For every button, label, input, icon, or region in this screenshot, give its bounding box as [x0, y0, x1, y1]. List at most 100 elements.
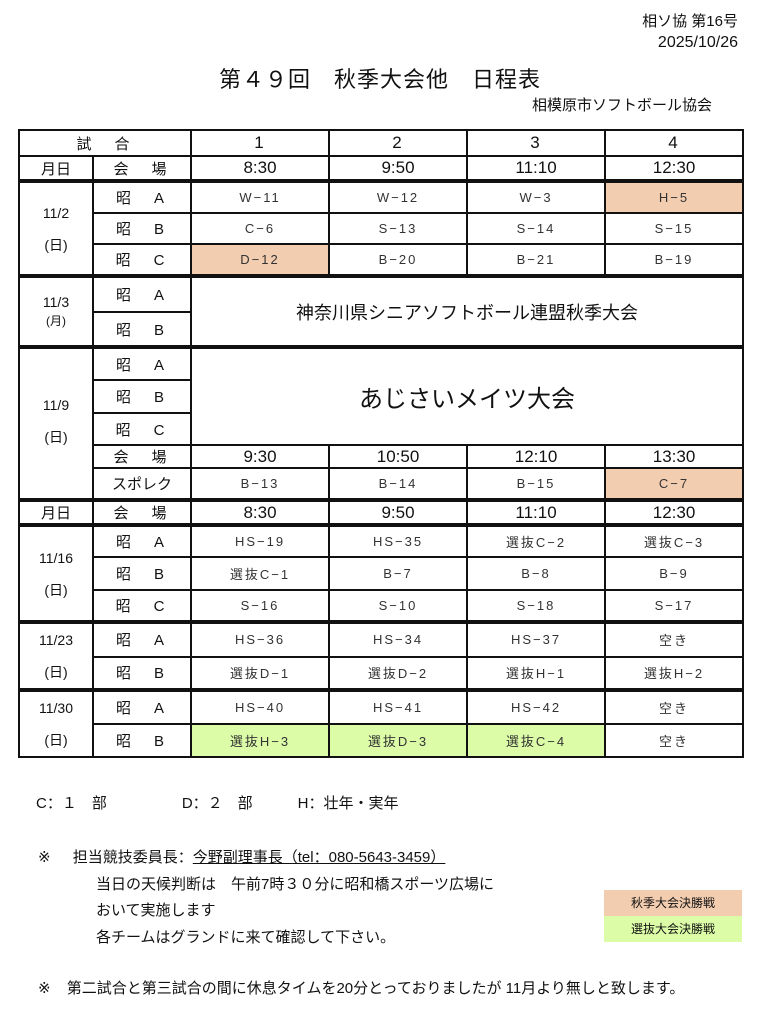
start-time: 9:50 — [328, 155, 469, 182]
match-cell: HS−36 — [190, 620, 331, 658]
field-label: 昭 A — [91, 345, 193, 381]
date-cell: 11/30 (日) — [18, 688, 94, 758]
field-label: 昭 B — [91, 722, 193, 758]
break-note-text: 第二試合と第三試合の間に休息タイムを20分とっておりましたが 11月より無しと致… — [66, 980, 685, 997]
field-label: 昭 C — [91, 412, 193, 446]
game-number: 4 — [604, 129, 745, 157]
match-cell-selection-final: 選抜D−3 — [328, 722, 469, 758]
game-number: 3 — [466, 129, 607, 157]
start-time: 8:30 — [190, 498, 331, 526]
match-cell: 選抜C−3 — [604, 523, 745, 558]
match-cell: W−3 — [466, 179, 607, 214]
start-time: 12:30 — [604, 498, 745, 526]
match-cell: S−17 — [604, 589, 745, 623]
contact-label: 担当競技委員長： — [72, 849, 193, 866]
date: 11/16 — [39, 549, 73, 566]
match-cell: HS−35 — [328, 523, 469, 558]
match-cell: S−10 — [328, 589, 469, 623]
match-cell: S−14 — [466, 212, 607, 245]
weather-note-line: 各チームはグランドに来て確認して下さい。 — [96, 929, 396, 946]
time-row: 月日 会 場 8:30 9:50 11:10 12:30 — [18, 155, 745, 182]
match-cell: 空き — [604, 620, 745, 658]
match-cell: B−21 — [466, 243, 607, 277]
date: 11/9 — [42, 397, 70, 413]
match-cell: HS−37 — [466, 620, 607, 658]
table-row: スポレク B−13 B−14 B−15 C−7 — [19, 467, 745, 501]
field-label: 昭 A — [91, 523, 193, 558]
date: 11/2 — [42, 204, 70, 221]
match-cell: C−6 — [190, 212, 331, 245]
time-row: 月日 会 場 8:30 9:50 11:10 12:30 — [18, 498, 745, 526]
venue-label: 会 場 — [91, 498, 193, 526]
start-time: 10:50 — [328, 444, 469, 469]
date-cell: 11/9 (日) — [18, 345, 94, 501]
table-row: 11/9 (日) 昭 A あじさいメイツ大会 — [18, 345, 745, 501]
game-number: 2 — [328, 129, 469, 157]
table-row: 11/16 (日) 昭 A HS−19 HS−35 選抜C−2 選抜C−3 — [18, 523, 745, 623]
event-name: 神奈川県シニアソフトボール連盟秋季大会 — [190, 274, 745, 348]
field-label: 昭 C — [91, 243, 193, 277]
note-mark: ※ — [38, 980, 51, 997]
field-label: 昭 A — [91, 179, 193, 214]
field-label: 昭 A — [91, 620, 193, 658]
table-row: 昭 B 選抜C−1 B−7 B−8 B−9 — [19, 556, 745, 591]
match-cell: HS−34 — [328, 620, 469, 658]
match-cell: B−19 — [604, 243, 745, 277]
table-row: 11/2 (日) 昭 A W−11 W−12 W−3 H−5 — [18, 179, 745, 277]
field-label: 昭 A — [91, 688, 193, 725]
time-row: 会 場 9:30 10:50 12:10 13:30 — [19, 444, 745, 469]
start-time: 12:30 — [604, 155, 745, 182]
venue-label: 会 場 — [91, 155, 193, 182]
table-row: 11/23 (日) 昭 A HS−36 HS−34 HS−37 空き — [18, 620, 745, 691]
date: 11/23 — [39, 632, 73, 648]
match-cell: S−13 — [328, 212, 469, 245]
match-cell: HS−19 — [190, 523, 331, 558]
match-cell: B−15 — [466, 467, 607, 501]
field-label: スポレク — [91, 467, 193, 501]
match-cell: HS−42 — [466, 688, 607, 725]
game-label: 試 合 — [17, 129, 193, 157]
table-row: 昭 B — [19, 379, 743, 414]
match-cell: 選抜C−2 — [466, 523, 607, 558]
date-cell: 11/16 (日) — [18, 523, 94, 623]
start-time: 8:30 — [190, 155, 331, 182]
start-time: 12:10 — [466, 444, 607, 469]
match-cell: B−8 — [466, 556, 607, 591]
start-time: 9:30 — [190, 444, 331, 469]
table-row: 昭 B — [19, 311, 743, 348]
header-row: 試 合 1 2 3 4 — [17, 129, 745, 157]
monthday-label: 月日 — [18, 498, 94, 526]
match-cell: S−15 — [604, 212, 745, 245]
field-label: 昭 B — [91, 556, 193, 591]
page-title: 第４９回 秋季大会他 日程表 — [218, 67, 541, 92]
table-row: 昭 B 選抜D−1 選抜D−2 選抜H−1 選抜H−2 — [19, 655, 745, 691]
contact-person: 今野副理事長（tel：080-5643-3459） — [192, 849, 446, 866]
field-label: 昭 B — [91, 655, 193, 691]
field-label: 昭 A — [91, 274, 193, 313]
date-cell: 11/23 (日) — [18, 620, 94, 691]
date: 11/30 — [39, 700, 73, 716]
start-time: 13:30 — [604, 444, 745, 469]
match-cell: 空き — [604, 688, 745, 725]
match-cell: S−16 — [190, 589, 331, 623]
match-cell-selection-final: 選抜C−4 — [466, 722, 607, 758]
table-row: 昭 C S−16 S−10 S−18 S−17 — [19, 589, 745, 623]
match-cell: 空き — [604, 722, 745, 758]
document-number: 相ソ協 第16号 — [642, 13, 738, 30]
match-cell: 選抜D−2 — [328, 655, 469, 691]
field-label: 昭 B — [91, 311, 193, 348]
match-cell: W−11 — [190, 179, 331, 214]
match-cell: W−12 — [328, 179, 469, 214]
venue-label: 会 場 — [91, 444, 193, 469]
day-of-week: (月) — [46, 314, 66, 328]
legend-autumn-final: 秋季大会決勝戦 — [604, 890, 742, 916]
weather-note-line: 当日の天候判断は 午前7時３０分に昭和橋スポーツ広場に — [96, 876, 495, 893]
schedule-table: 試 合 1 2 3 4 月日 会 場 8:30 9:50 11:10 12:30… — [17, 129, 745, 758]
match-cell: B−7 — [328, 556, 469, 591]
break-note: ※ 第二試合と第三試合の間に休息タイムを20分とっておりましたが 11月より無し… — [38, 977, 684, 998]
date-cell: 11/2 (日) — [18, 179, 94, 277]
organization-name: 相模原市ソフトボール協会 — [531, 97, 712, 114]
match-cell: 選抜H−2 — [604, 655, 745, 691]
start-time: 9:50 — [328, 498, 469, 526]
day-of-week: (日) — [44, 236, 68, 253]
